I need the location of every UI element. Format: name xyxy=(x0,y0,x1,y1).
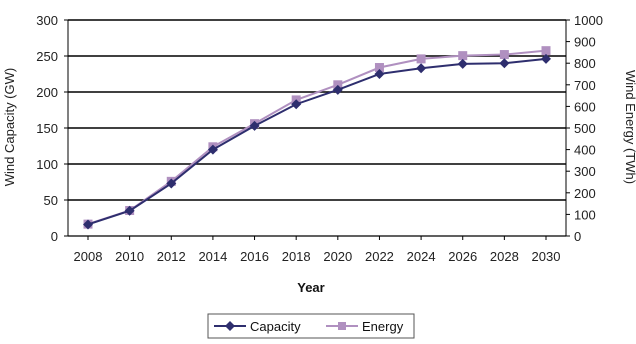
point-capacity-2016 xyxy=(249,120,260,131)
series-layer xyxy=(83,46,551,230)
point-capacity-2028 xyxy=(499,58,510,69)
legend-energy-marker xyxy=(338,322,346,330)
left-tick-label-50: 50 xyxy=(44,193,58,208)
point-capacity-2030 xyxy=(541,53,551,64)
x-tick-label-2024: 2024 xyxy=(407,249,436,264)
point-capacity-2012 xyxy=(166,178,177,189)
point-capacity-2018 xyxy=(291,99,302,110)
point-energy-2026 xyxy=(458,51,468,61)
x-tick-label-2028: 2028 xyxy=(490,249,519,264)
point-capacity-2014 xyxy=(207,144,218,155)
x-tick-label-2014: 2014 xyxy=(198,249,227,264)
left-tick-label-0: 0 xyxy=(51,229,58,244)
left-axis-ticks: 0 50 100 150 200 250 300 xyxy=(36,13,68,244)
gridlines xyxy=(68,19,566,201)
series-line-capacity xyxy=(87,57,547,226)
left-axis-title: Wind Capacity (GW) xyxy=(2,68,17,186)
point-capacity-2024 xyxy=(416,63,427,74)
right-tick-label-600: 600 xyxy=(574,99,596,114)
right-tick-label-1000: 1000 xyxy=(574,13,603,28)
right-tick-label-900: 900 xyxy=(574,35,596,50)
left-tick-label-150: 150 xyxy=(36,121,58,136)
point-energy-2028 xyxy=(499,50,509,60)
x-tick-label-2016: 2016 xyxy=(240,249,269,264)
x-tick-label-2022: 2022 xyxy=(365,249,394,264)
point-capacity-2026 xyxy=(457,58,468,69)
point-capacity-2020 xyxy=(332,84,343,95)
left-tick-label-100: 100 xyxy=(36,157,58,172)
x-tick-label-2018: 2018 xyxy=(282,249,311,264)
right-tick-label-100: 100 xyxy=(574,207,596,222)
x-tick-label-2010: 2010 xyxy=(115,249,144,264)
x-tick-label-2030: 2030 xyxy=(532,249,561,264)
point-energy-2022 xyxy=(374,63,384,73)
left-tick-label-300: 300 xyxy=(36,13,58,28)
right-tick-label-500: 500 xyxy=(574,121,596,136)
legend-energy-label: Energy xyxy=(362,319,404,334)
x-axis-ticks: 2008 2010 2012 2014 2016 2018 2020 2022 2024 2026… xyxy=(74,236,561,264)
right-tick-label-200: 200 xyxy=(574,186,596,201)
series-line-energy xyxy=(87,49,547,226)
right-tick-label-700: 700 xyxy=(574,78,596,93)
point-energy-2024 xyxy=(416,54,426,64)
x-tick-label-2008: 2008 xyxy=(74,249,103,264)
legend-capacity-marker xyxy=(225,321,235,331)
legend: Capacity Energy xyxy=(207,313,415,339)
left-tick-label-250: 250 xyxy=(36,49,58,64)
right-axis-ticks: 0 100 200 300 400 500 600 700 800 900 1000 xyxy=(566,13,603,244)
right-tick-label-400: 400 xyxy=(574,143,596,158)
x-axis-title: Year xyxy=(297,280,324,295)
point-capacity-2010 xyxy=(124,205,135,216)
point-energy-2020 xyxy=(333,80,343,90)
legend-capacity-label: Capacity xyxy=(250,319,301,334)
x-tick-label-2012: 2012 xyxy=(157,249,186,264)
x-tick-label-2026: 2026 xyxy=(448,249,477,264)
point-capacity-2022 xyxy=(374,69,385,79)
right-axis-title: Wind Energy (TWh) xyxy=(623,70,636,184)
right-tick-label-800: 800 xyxy=(574,56,596,71)
right-tick-label-300: 300 xyxy=(574,164,596,179)
right-tick-label-0: 0 xyxy=(574,229,581,244)
x-tick-label-2020: 2020 xyxy=(323,249,352,264)
left-tick-label-200: 200 xyxy=(36,85,58,100)
point-capacity-2008 xyxy=(83,219,93,230)
point-energy-2030 xyxy=(541,46,551,56)
